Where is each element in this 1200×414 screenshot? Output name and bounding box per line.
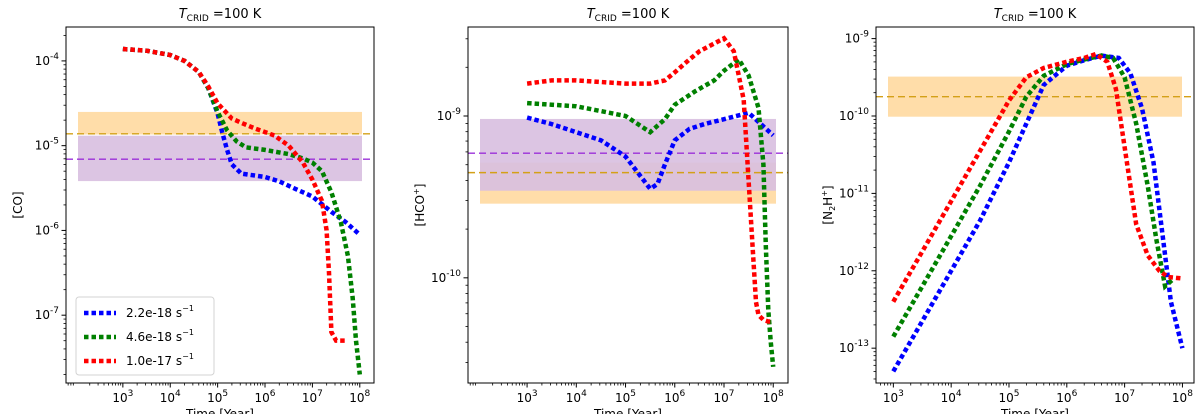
y-tick-label: 10-9 <box>437 107 462 123</box>
series-1-line <box>891 53 1176 338</box>
x-tick-label: 107 <box>1114 389 1135 405</box>
series-2-line <box>526 35 774 324</box>
x-axis-label: Time [Year] <box>593 407 662 414</box>
obs-band-1 <box>480 118 776 191</box>
co-panel: 103 104 105 106 107 108 10-7 10-6 10-5 10-4 TCRID … <box>11 7 375 414</box>
x-tick-label: 108 <box>1172 389 1193 405</box>
y-tick-label: 10-13 <box>839 339 869 355</box>
x-tick-label: 106 <box>1056 389 1077 405</box>
x-tick-label: 104 <box>566 389 587 405</box>
y-tick-label: 10-12 <box>839 262 869 278</box>
chart-title: TCRID =100 K <box>994 7 1077 24</box>
y-tick-label: 10-9 <box>845 30 870 46</box>
series-0-line <box>891 53 1185 373</box>
x-tick-label: 103 <box>112 389 133 405</box>
y-tick-label: 10-4 <box>35 52 60 68</box>
legend-label-2: 1.0e-17 s−1 <box>126 352 194 368</box>
series-0-line <box>526 110 775 192</box>
chart-title: TCRID =100 K <box>179 7 262 24</box>
chart-title: TCRID =100 K <box>587 7 670 24</box>
x-axis-label: Time [Year] <box>1000 407 1069 414</box>
y-axis-label: [CO] <box>11 191 25 218</box>
x-tick-label: 108 <box>763 389 784 405</box>
y-tick-label: 10-6 <box>35 221 60 237</box>
plot-frame <box>467 26 789 384</box>
y-tick-label: 10-5 <box>35 137 59 153</box>
x-tick-label: 105 <box>998 389 1019 405</box>
x-tick-label: 108 <box>349 389 370 405</box>
hco-panel: 103 104 105 106 107 108 10-10 10-9 TCRID =100 K T… <box>412 7 789 414</box>
series-1-line <box>526 56 776 368</box>
legend-label-0: 2.2e-18 s−1 <box>126 304 194 320</box>
x-tick-label: 106 <box>255 389 276 405</box>
legend-box <box>75 296 215 376</box>
x-tick-label: 107 <box>302 389 323 405</box>
y-tick-label: 10-11 <box>839 184 869 200</box>
x-axis-label: Time [Year] <box>185 407 254 414</box>
obs-band-1 <box>78 135 362 182</box>
n2h-panel: 103 104 105 106 107 108 10-13 10-12 10-11 10-10 10… <box>820 7 1195 414</box>
legend-label-1: 4.6e-18 s−1 <box>126 328 194 344</box>
x-tick-label: 104 <box>941 389 962 405</box>
y-axis-label: [HCO+] <box>412 184 427 227</box>
x-tick-label: 103 <box>883 389 904 405</box>
series-2-line <box>891 51 1183 303</box>
x-tick-label: 105 <box>207 389 228 405</box>
series-2-line <box>122 46 346 343</box>
y-tick-label: 10-7 <box>35 306 59 322</box>
y-tick-label: 10-10 <box>839 107 869 123</box>
x-tick-label: 103 <box>517 389 538 405</box>
x-tick-label: 105 <box>615 389 636 405</box>
legend: 2.2e-18 s−1 4.6e-18 s−1 1.0e-17 s−1 <box>75 296 215 376</box>
y-axis-label: [N2H+] <box>820 185 837 224</box>
x-tick-label: 107 <box>713 389 734 405</box>
x-tick-label: 104 <box>160 389 181 405</box>
x-tick-label: 106 <box>664 389 685 405</box>
y-tick-label: 10-10 <box>431 269 461 285</box>
